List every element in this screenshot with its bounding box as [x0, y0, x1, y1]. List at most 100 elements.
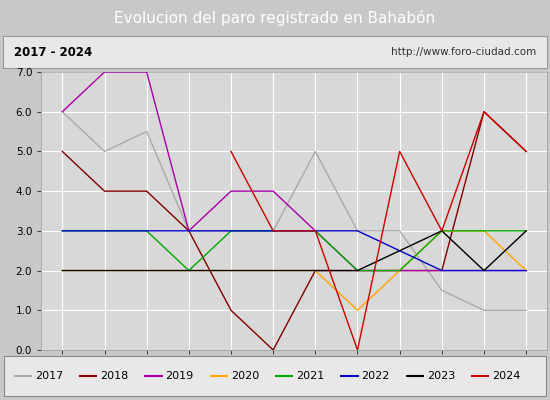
2023 [354, 268, 361, 273]
2020 [185, 268, 192, 273]
2024 [228, 149, 234, 154]
2023 [438, 228, 445, 233]
2021 [354, 268, 361, 273]
Text: http://www.foro-ciudad.com: http://www.foro-ciudad.com [391, 47, 536, 57]
2024 [397, 149, 403, 154]
2018 [101, 189, 108, 194]
2023 [59, 268, 65, 273]
2019 [523, 268, 530, 273]
2021 [481, 228, 487, 233]
2021 [59, 228, 65, 233]
2018 [185, 228, 192, 233]
Line: 2017: 2017 [62, 112, 526, 310]
2022 [397, 248, 403, 253]
2020 [270, 268, 277, 273]
2021 [185, 268, 192, 273]
2018 [523, 149, 530, 154]
2022 [101, 228, 108, 233]
2018 [354, 268, 361, 273]
2021 [312, 228, 318, 233]
Text: 2017 - 2024: 2017 - 2024 [14, 46, 92, 58]
Line: 2023: 2023 [62, 231, 526, 270]
2024 [354, 348, 361, 352]
2019 [101, 70, 108, 74]
2018 [270, 348, 277, 352]
2020 [397, 268, 403, 273]
2019 [354, 268, 361, 273]
2017 [523, 308, 530, 313]
2022 [354, 228, 361, 233]
2021 [101, 228, 108, 233]
2020 [354, 308, 361, 313]
2023 [101, 268, 108, 273]
Text: 2023: 2023 [427, 371, 455, 381]
2023 [312, 268, 318, 273]
Text: 2024: 2024 [492, 371, 520, 381]
2022 [312, 228, 318, 233]
2022 [59, 228, 65, 233]
2017 [228, 228, 234, 233]
2021 [397, 268, 403, 273]
Line: 2021: 2021 [62, 231, 526, 270]
Text: 2017: 2017 [35, 371, 63, 381]
2018 [481, 109, 487, 114]
2022 [144, 228, 150, 233]
2017 [438, 288, 445, 293]
2024 [270, 228, 277, 233]
2020 [59, 268, 65, 273]
2017 [270, 228, 277, 233]
2017 [354, 228, 361, 233]
Text: 2018: 2018 [100, 371, 128, 381]
2017 [312, 149, 318, 154]
2018 [144, 189, 150, 194]
2021 [438, 228, 445, 233]
2018 [228, 308, 234, 313]
2022 [438, 268, 445, 273]
Text: Evolucion del paro registrado en Bahabón: Evolucion del paro registrado en Bahabón [114, 10, 436, 26]
FancyBboxPatch shape [4, 356, 546, 396]
2017 [397, 228, 403, 233]
Text: 2022: 2022 [361, 371, 390, 381]
Line: 2022: 2022 [62, 231, 526, 270]
2022 [228, 228, 234, 233]
Line: 2020: 2020 [62, 231, 526, 310]
2020 [312, 268, 318, 273]
2019 [270, 189, 277, 194]
2019 [438, 268, 445, 273]
2018 [312, 268, 318, 273]
2017 [481, 308, 487, 313]
Line: 2024: 2024 [231, 112, 526, 350]
2023 [185, 268, 192, 273]
2020 [438, 228, 445, 233]
2017 [59, 109, 65, 114]
2019 [228, 189, 234, 194]
2023 [228, 268, 234, 273]
Text: 2021: 2021 [296, 371, 324, 381]
Line: 2019: 2019 [62, 72, 526, 270]
2023 [397, 248, 403, 253]
2020 [228, 268, 234, 273]
2019 [397, 268, 403, 273]
2018 [438, 268, 445, 273]
2020 [101, 268, 108, 273]
2019 [59, 109, 65, 114]
2019 [185, 228, 192, 233]
2024 [481, 109, 487, 114]
2023 [481, 268, 487, 273]
2024 [523, 149, 530, 154]
2019 [312, 228, 318, 233]
2022 [481, 268, 487, 273]
2022 [270, 228, 277, 233]
2021 [270, 228, 277, 233]
2021 [228, 228, 234, 233]
2023 [144, 268, 150, 273]
2018 [397, 268, 403, 273]
2022 [523, 268, 530, 273]
2021 [144, 228, 150, 233]
Line: 2018: 2018 [62, 112, 526, 350]
2024 [438, 228, 445, 233]
2019 [481, 268, 487, 273]
2022 [185, 228, 192, 233]
Text: 2020: 2020 [230, 371, 259, 381]
2021 [523, 228, 530, 233]
